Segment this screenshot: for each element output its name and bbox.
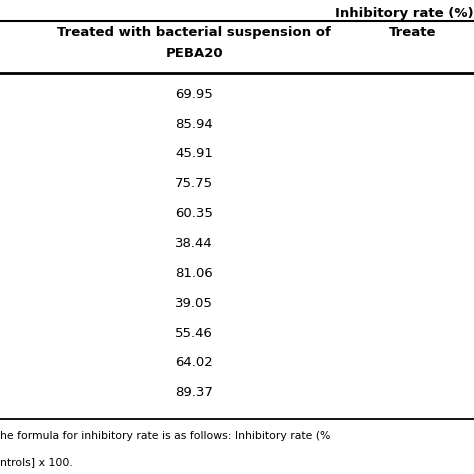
Text: 69.95: 69.95 [175, 88, 213, 100]
Text: 85.94: 85.94 [175, 118, 213, 130]
Text: 45.91: 45.91 [175, 147, 213, 160]
Text: PEBA20: PEBA20 [165, 47, 223, 60]
Text: 64.02: 64.02 [175, 356, 213, 369]
Text: 39.05: 39.05 [175, 297, 213, 310]
Text: 81.06: 81.06 [175, 267, 213, 280]
Text: 55.46: 55.46 [175, 327, 213, 339]
Text: ntrols] x 100.: ntrols] x 100. [0, 457, 73, 467]
Text: 75.75: 75.75 [175, 177, 213, 190]
Text: 38.44: 38.44 [175, 237, 213, 250]
Text: 89.37: 89.37 [175, 386, 213, 399]
Text: Treate: Treate [389, 26, 436, 39]
Text: Inhibitory rate (%): Inhibitory rate (%) [336, 7, 474, 20]
Text: he formula for inhibitory rate is as follows: Inhibitory rate (%: he formula for inhibitory rate is as fol… [0, 431, 330, 441]
Text: Treated with bacterial suspension of: Treated with bacterial suspension of [57, 26, 331, 39]
Text: 60.35: 60.35 [175, 207, 213, 220]
